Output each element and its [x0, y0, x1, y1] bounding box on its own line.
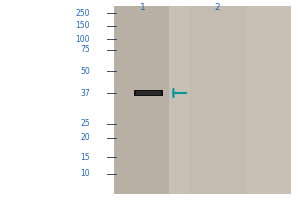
FancyBboxPatch shape — [189, 6, 246, 194]
FancyBboxPatch shape — [134, 90, 163, 96]
FancyBboxPatch shape — [136, 91, 161, 95]
Text: 100: 100 — [76, 34, 90, 44]
FancyBboxPatch shape — [114, 6, 291, 194]
Text: 15: 15 — [80, 152, 90, 162]
Text: 50: 50 — [80, 66, 90, 75]
Text: 1: 1 — [140, 2, 146, 11]
Text: 75: 75 — [80, 46, 90, 54]
Text: 250: 250 — [76, 8, 90, 18]
Text: 150: 150 — [76, 21, 90, 30]
Text: 2: 2 — [215, 2, 220, 11]
Text: 37: 37 — [80, 88, 90, 98]
Text: 20: 20 — [80, 134, 90, 142]
FancyBboxPatch shape — [114, 6, 170, 194]
Text: 25: 25 — [80, 119, 90, 129]
Text: 10: 10 — [80, 170, 90, 178]
